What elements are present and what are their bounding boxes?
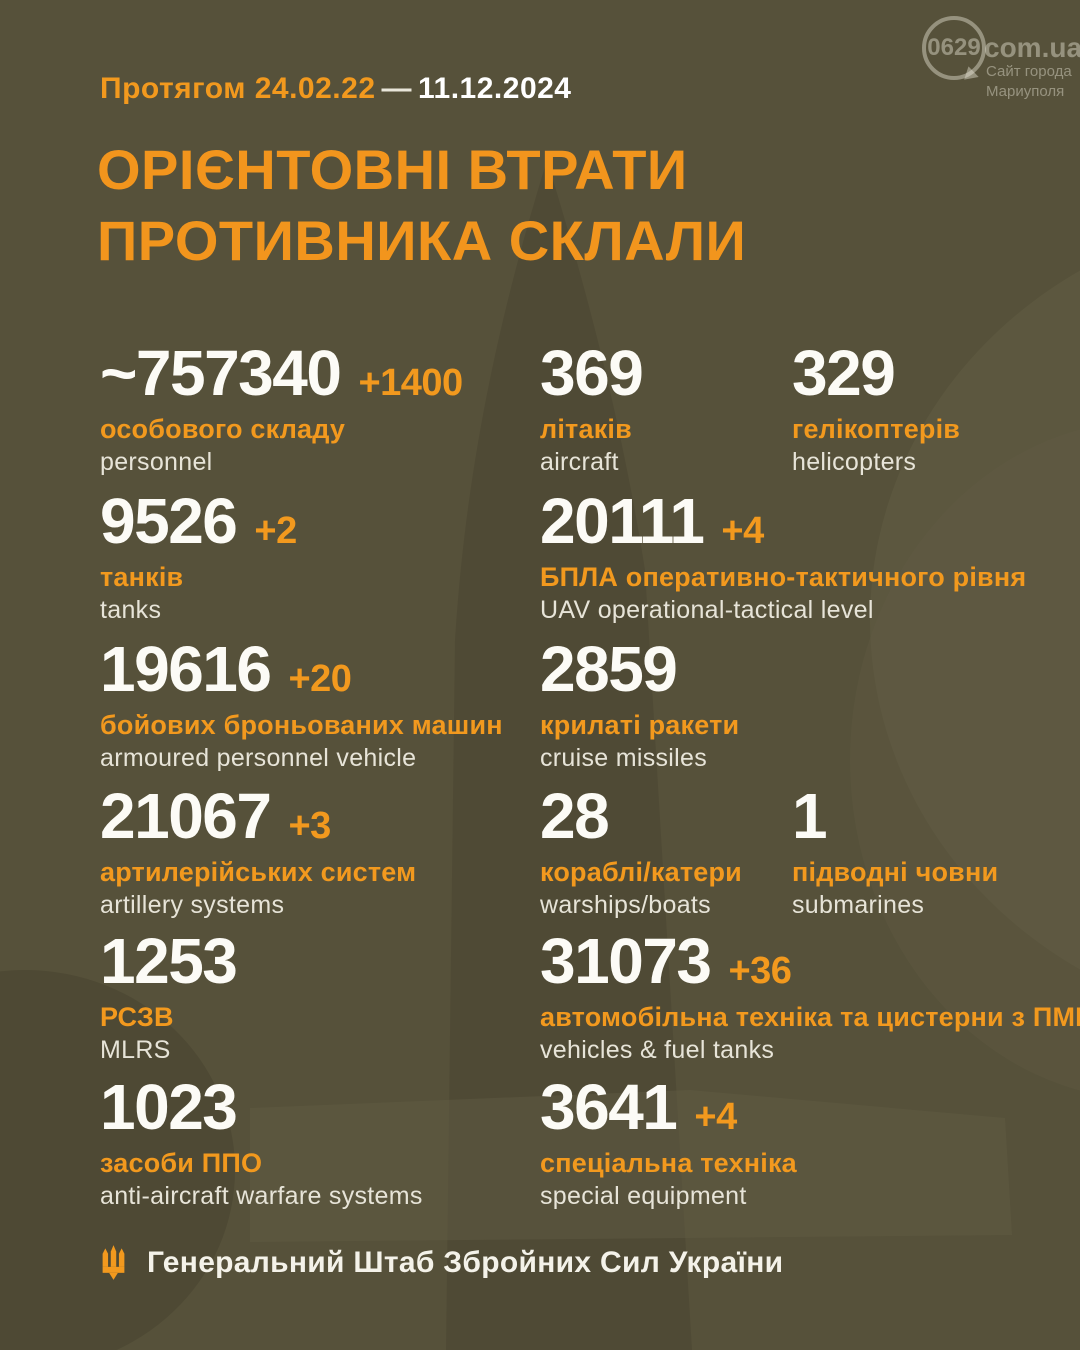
stat-armoured-vehicles: 19616 +20 бойових броньованих машин armou… <box>100 637 503 773</box>
stat-value: 21067 <box>100 780 272 852</box>
stat-aircraft: 369 літаків aircraft <box>540 341 660 477</box>
period-date: 11.12.2024 <box>418 72 572 105</box>
stat-delta: +2 <box>254 510 297 552</box>
stat-label-en: armoured personnel vehicle <box>100 744 417 772</box>
page-title: ОРІЄНТОВНІ ВТРАТИ ПРОТИВНИКА СКЛАЛИ <box>97 138 747 273</box>
stat-vehicles-fuel: 31073 +36 автомобільна техніка та цистерн… <box>540 929 1080 1065</box>
stat-label-ua: гелікоптерів <box>792 414 961 444</box>
stat-label-ua: крилаті ракети <box>540 710 740 740</box>
stat-delta: +20 <box>288 658 352 700</box>
stat-value: 329 <box>792 337 896 409</box>
stat-label-ua: бойових броньованих машин <box>100 710 503 740</box>
report-period: Протягом 24.02.22—11.12.2024 <box>100 72 572 106</box>
stat-delta: +3 <box>288 805 331 847</box>
stat-value: 28 <box>540 780 610 852</box>
stat-value: 1 <box>792 780 828 852</box>
logo-tagline: Сайт города Мариуполя <box>986 63 1072 100</box>
stat-anti-aircraft: 1023 засоби ППО anti-aircraft warfare sy… <box>100 1075 423 1211</box>
stat-label-en: submarines <box>792 891 925 919</box>
stat-label-ua: артилерійських систем <box>100 857 417 887</box>
stat-label-ua: РСЗВ <box>100 1002 174 1032</box>
stat-value: 19616 <box>100 633 272 705</box>
stat-label-en: artillery systems <box>100 891 285 919</box>
stat-delta: +4 <box>694 1096 737 1138</box>
stat-tanks: 9526 +2 танків tanks <box>100 489 297 625</box>
logo-circle: 0629 <box>922 16 986 80</box>
stat-label-ua: автомобільна техніка та цистерни з ПММ <box>540 1002 1080 1032</box>
stat-label-ua: БПЛА оперативно-тактичного рівня <box>540 562 1027 592</box>
stat-value: 1023 <box>100 1071 238 1143</box>
stat-artillery: 21067 +3 артилерійських систем artillery … <box>100 784 416 920</box>
site-logo: 0629 com.ua Сайт города Мариуполя <box>922 16 1080 100</box>
stat-label-ua: підводні човни <box>792 857 999 887</box>
stat-personnel: ~757340 +1400 особового складу personnel <box>100 341 463 477</box>
stat-value: 20111 <box>540 485 705 557</box>
logo-domain: com.ua <box>984 32 1080 63</box>
period-separator: — <box>381 72 412 105</box>
stat-label-en: UAV operational-tactical level <box>540 596 874 624</box>
stat-value: 3641 <box>540 1071 678 1143</box>
stat-value: 2859 <box>540 633 678 705</box>
stat-value: 9526 <box>100 485 238 557</box>
stat-value: 1253 <box>100 925 238 997</box>
stat-label-en: special equipment <box>540 1182 747 1210</box>
stat-label-ua: спеціальна техніка <box>540 1148 797 1178</box>
stat-submarines: 1 підводні човни submarines <box>792 784 998 920</box>
stat-label-en: aircraft <box>540 448 619 476</box>
stat-label-en: helicopters <box>792 448 917 476</box>
stat-value: 369 <box>540 337 644 409</box>
stat-special-equipment: 3641 +4 спеціальна техніка special equipm… <box>540 1075 797 1211</box>
stat-label-ua: особового складу <box>100 414 346 444</box>
stat-label-ua: літаків <box>540 414 632 444</box>
stat-value: 31073 <box>540 925 712 997</box>
stat-label-en: warships/boats <box>540 891 711 919</box>
stat-value: ~757340 <box>100 337 342 409</box>
stat-delta: +36 <box>728 950 792 992</box>
stat-label-ua: кораблі/катери <box>540 857 742 887</box>
stat-cruise-missiles: 2859 крилаті ракети cruise missiles <box>540 637 739 773</box>
stat-label-en: cruise missiles <box>540 744 708 772</box>
stat-delta: +4 <box>721 510 764 552</box>
stat-label-en: personnel <box>100 448 213 476</box>
stat-label-en: vehicles & fuel tanks <box>540 1036 775 1064</box>
logo-number: 0629 <box>927 34 981 61</box>
stat-helicopters: 329 гелікоптерів helicopters <box>792 341 960 477</box>
stat-delta: +1400 <box>358 362 463 404</box>
period-prefix: Протягом 24.02.22 <box>100 72 376 105</box>
footer-source: Генеральний Штаб Збройних Сил України <box>100 1244 783 1281</box>
stat-uav: 20111 +4 БПЛА оперативно-тактичного рівня… <box>540 489 1026 625</box>
stat-warships: 28 кораблі/катери warships/boats <box>540 784 742 920</box>
stat-label-ua: танків <box>100 562 184 592</box>
source-label: Генеральний Штаб Збройних Сил України <box>147 1245 784 1279</box>
stat-label-en: anti-aircraft warfare systems <box>100 1182 423 1210</box>
stat-label-ua: засоби ППО <box>100 1148 263 1178</box>
tryzub-icon <box>102 1245 125 1280</box>
stat-label-en: MLRS <box>100 1036 171 1064</box>
stat-label-en: tanks <box>100 596 162 624</box>
stat-mlrs: 1253 РСЗВ MLRS <box>100 929 254 1065</box>
